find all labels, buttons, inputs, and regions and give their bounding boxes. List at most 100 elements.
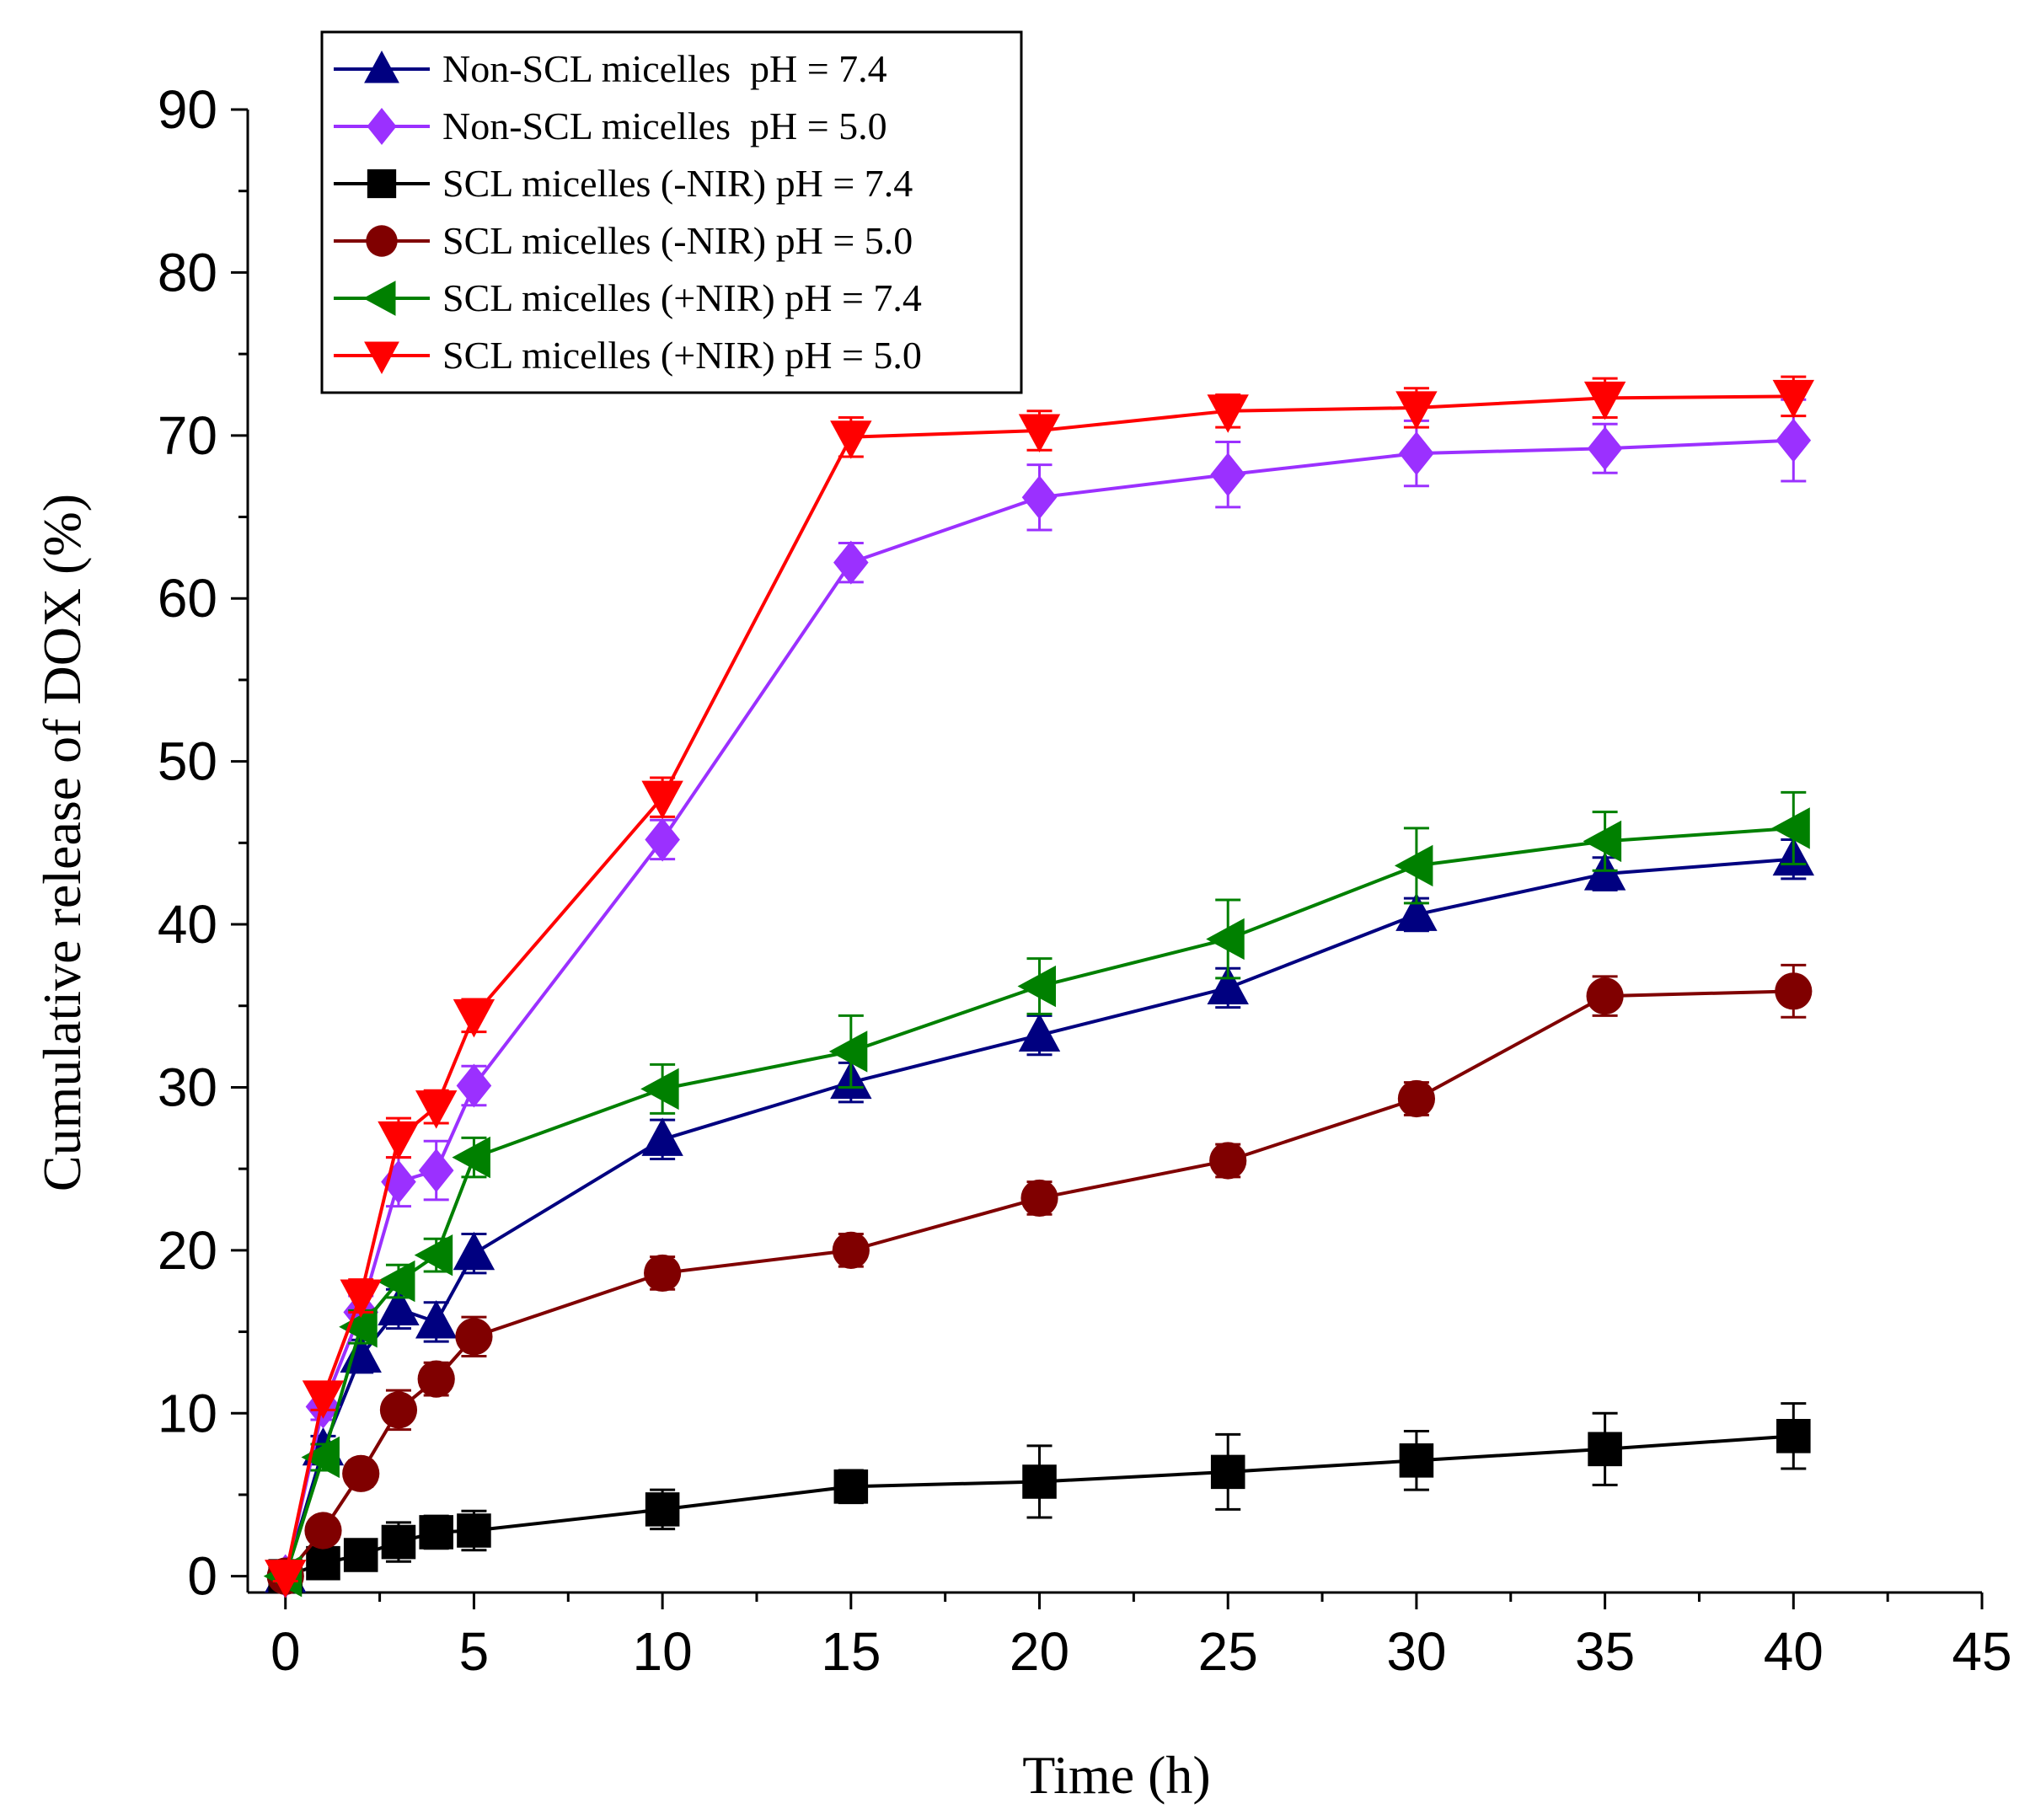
- legend-marker: [364, 51, 399, 83]
- data-point: [340, 1279, 382, 1318]
- data-point: [1583, 381, 1626, 420]
- data-point: [265, 1560, 307, 1598]
- data-point: [1399, 431, 1434, 476]
- data-point: [304, 1512, 342, 1550]
- data-point: [1207, 966, 1249, 1004]
- y-tick-label: 70: [158, 405, 217, 466]
- data-point: [1209, 1142, 1247, 1180]
- data-point: [645, 817, 680, 862]
- data-point: [456, 1063, 492, 1108]
- y-tick-label: 10: [158, 1383, 217, 1443]
- legend-label: SCL micelles (+NIR) pH = 5.0: [442, 334, 922, 377]
- data-point: [301, 1436, 340, 1479]
- y-tick-label: 40: [158, 894, 217, 955]
- x-axis-title: Time (h): [1022, 1745, 1210, 1805]
- data-point: [453, 1231, 495, 1271]
- data-point: [457, 1513, 491, 1548]
- data-point: [1776, 418, 1812, 463]
- x-tick-label: 5: [459, 1621, 490, 1682]
- data-point: [1210, 452, 1246, 497]
- data-point: [302, 1380, 345, 1419]
- data-point: [417, 1360, 455, 1398]
- data-point: [1395, 892, 1438, 931]
- y-tick-label: 20: [158, 1220, 217, 1281]
- data-point: [378, 1287, 420, 1325]
- data-point: [1776, 1419, 1811, 1453]
- legend-item-3: SCL micelles (-NIR) pH = 7.4: [334, 162, 913, 205]
- data-point: [828, 1030, 868, 1073]
- data-point: [306, 1545, 340, 1581]
- x-tick-label: 40: [1764, 1621, 1824, 1682]
- data-point: [1206, 918, 1245, 961]
- y-tick-label: 0: [187, 1546, 217, 1607]
- data-point: [381, 1159, 416, 1204]
- data-point: [1586, 977, 1624, 1015]
- x-tick-label: 30: [1386, 1621, 1446, 1682]
- legend-label: SCL micelles (-NIR) pH = 7.4: [442, 162, 913, 205]
- legend-marker: [364, 341, 399, 374]
- legend: Non-SCL micelles pH = 7.4 Non-SCL micelle…: [320, 30, 1023, 394]
- data-point: [1587, 426, 1623, 471]
- legend-label: Non-SCL micelles pH = 7.4: [442, 47, 887, 90]
- data-point: [379, 1391, 418, 1429]
- data-point: [343, 1538, 378, 1572]
- data-point: [830, 420, 872, 459]
- data-point: [1207, 394, 1249, 433]
- x-tick-label: 45: [1952, 1621, 2011, 1682]
- data-point: [452, 1136, 490, 1179]
- legend-item-4: SCL micelles (-NIR) pH = 5.0: [334, 219, 913, 262]
- data-point: [1772, 379, 1815, 419]
- data-point: [644, 1254, 682, 1293]
- data-point: [418, 1148, 454, 1193]
- data-point: [641, 780, 683, 820]
- y-tick-label: 80: [158, 242, 217, 302]
- y-tick-label: 90: [158, 79, 217, 140]
- axes: 0 5 10 15 20 25 30 35 40 45 0 10 20 30 40 50 60 70 80 90: [158, 79, 2012, 1682]
- series-4: [266, 963, 1813, 1595]
- x-tick-label: 15: [821, 1621, 881, 1682]
- legend-label: SCL micelles (+NIR) pH = 7.4: [442, 276, 922, 319]
- data-point: [1394, 844, 1433, 887]
- series-5: [263, 790, 1810, 1598]
- data-point: [640, 1068, 679, 1111]
- data-point: [833, 540, 869, 585]
- y-tick-label: 60: [158, 568, 217, 629]
- y-tick-label: 50: [158, 731, 217, 792]
- data-point: [376, 1260, 415, 1303]
- y-axis-title: Cumulative release of DOX (%): [32, 494, 92, 1191]
- data-point: [455, 1318, 493, 1356]
- data-point: [378, 1121, 420, 1160]
- data-point: [1588, 1432, 1622, 1467]
- legend-marker: [367, 169, 397, 199]
- data-point: [1210, 1454, 1245, 1490]
- data-point: [1017, 965, 1057, 1008]
- legend-label: SCL micelles (-NIR) pH = 5.0: [442, 219, 913, 262]
- data-point: [415, 1090, 458, 1129]
- legend-item-2: Non-SCL micelles pH = 5.0: [334, 104, 887, 147]
- data-point: [339, 1306, 378, 1348]
- legend-marker: [363, 281, 396, 316]
- data-point: [1397, 1079, 1436, 1118]
- data-point: [1021, 475, 1058, 520]
- data-point: [1399, 1443, 1434, 1478]
- series-3: [268, 1402, 1811, 1593]
- data-point: [1775, 972, 1813, 1010]
- legend-box: [320, 30, 1023, 394]
- data-point: [641, 1117, 683, 1156]
- data-point: [1583, 820, 1622, 863]
- data-point: [645, 1492, 680, 1527]
- data-point: [453, 998, 495, 1038]
- y-tick-label: 30: [158, 1057, 217, 1117]
- x-tick-label: 25: [1198, 1621, 1258, 1682]
- data-point: [381, 1524, 416, 1560]
- data-point: [832, 1231, 870, 1269]
- data-point: [1018, 1013, 1061, 1052]
- x-tick-label: 0: [270, 1621, 301, 1682]
- legend-marker: [366, 225, 398, 257]
- legend-item-1: Non-SCL micelles pH = 7.4: [334, 47, 887, 90]
- x-tick-label: 35: [1575, 1621, 1635, 1682]
- data-point: [1395, 391, 1438, 430]
- legend-label: Non-SCL micelles pH = 5.0: [442, 104, 887, 147]
- series-6: [265, 375, 1815, 1598]
